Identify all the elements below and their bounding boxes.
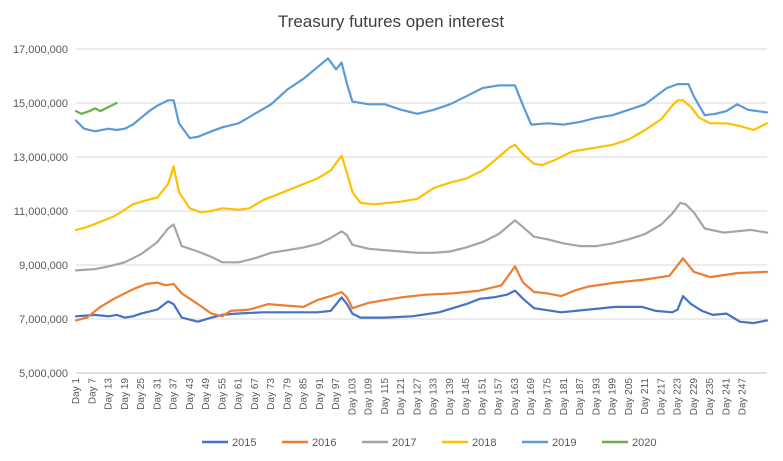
- x-tick-label: Day 43: [185, 378, 196, 410]
- x-tick-label: Day 85: [299, 378, 310, 410]
- x-tick-label: Day 25: [136, 378, 147, 410]
- x-tick-label: Day 187: [575, 378, 586, 416]
- y-tick-label: 9,000,000: [19, 260, 68, 272]
- series-line-2015: [74, 289, 769, 325]
- x-tick-label: Day 7: [87, 378, 98, 405]
- y-tick-label: 17,000,000: [13, 44, 68, 56]
- x-tick-label: Day 223: [673, 378, 684, 416]
- x-tick-label: Day 235: [705, 378, 716, 416]
- legend-label-2015: 2015: [232, 437, 256, 449]
- x-tick-label: Day 175: [543, 378, 554, 416]
- x-tick-label: Day 55: [217, 378, 228, 410]
- x-tick-label: Day 139: [445, 378, 456, 416]
- x-tick-label: Day 37: [169, 378, 180, 410]
- x-tick-label: Day 169: [526, 378, 537, 416]
- y-axis-tick-labels: 5,000,000 7,000,000 9,000,000 11,000,000 13,…: [13, 44, 68, 380]
- y-tick-label: 13,000,000: [13, 152, 68, 164]
- y-tick-label: 11,000,000: [14, 206, 68, 218]
- x-tick-label: Day 133: [429, 378, 440, 416]
- y-tick-label: 7,000,000: [19, 314, 68, 326]
- x-tick-label: Day 91: [315, 378, 326, 410]
- x-tick-label: Day 49: [201, 378, 212, 410]
- legend: 2015 2016 2017 2018 2019 2020: [202, 437, 656, 449]
- legend-label-2017: 2017: [392, 437, 416, 449]
- chart-title: Treasury futures open interest: [278, 12, 504, 31]
- series-line-2016: [74, 257, 769, 322]
- x-tick-label: Day 247: [738, 378, 749, 416]
- x-tick-label: Day 163: [510, 378, 521, 416]
- x-tick-label: Day 181: [559, 378, 570, 416]
- x-tick-label: Day 19: [120, 378, 131, 410]
- x-tick-label: Day 211: [640, 378, 651, 415]
- x-tick-label: Day 61: [234, 378, 245, 410]
- x-tick-label: Day 229: [689, 378, 700, 416]
- x-tick-label: Day 73: [266, 378, 277, 410]
- x-tick-label: Day 13: [104, 378, 115, 410]
- series-line-2018: [74, 99, 769, 231]
- legend-label-2018: 2018: [472, 437, 496, 449]
- x-tick-label: Day 109: [364, 378, 375, 416]
- x-tick-label: Day 67: [250, 378, 261, 410]
- series-line-2019: [74, 57, 769, 140]
- legend-label-2020: 2020: [632, 437, 656, 449]
- x-axis: Day 1 Day 7 Day 13 Day 19 Day 25 Day 31 Day 37…: [71, 372, 767, 416]
- series-lines: [74, 57, 769, 325]
- x-tick-label: Day 151: [477, 378, 488, 416]
- series-line-2017: [74, 201, 769, 272]
- x-tick-label: Day 193: [591, 378, 602, 416]
- x-tick-label: Day 31: [152, 378, 163, 410]
- x-tick-label: Day 157: [494, 378, 505, 416]
- x-tick-label: Day 199: [608, 378, 619, 416]
- x-tick-label: Day 115: [380, 378, 391, 415]
- x-tick-label: Day 145: [461, 378, 472, 416]
- legend-label-2019: 2019: [552, 437, 576, 449]
- x-tick-label: Day 97: [331, 378, 342, 410]
- x-tick-label: Day 217: [656, 378, 667, 416]
- x-tick-label: Day 1: [71, 378, 82, 405]
- x-tick-label: Day 205: [624, 378, 635, 416]
- x-tick-label: Day 121: [396, 378, 407, 416]
- gridlines: [76, 48, 767, 320]
- x-tick-label: Day 103: [347, 378, 358, 416]
- series-line-2020: [74, 101, 118, 115]
- y-tick-label: 15,000,000: [13, 98, 68, 110]
- y-tick-label: 5,000,000: [19, 368, 68, 380]
- x-tick-label: Day 127: [412, 378, 423, 416]
- legend-label-2016: 2016: [312, 437, 336, 449]
- x-tick-label: Day 241: [721, 378, 732, 416]
- x-tick-label: Day 79: [282, 378, 293, 410]
